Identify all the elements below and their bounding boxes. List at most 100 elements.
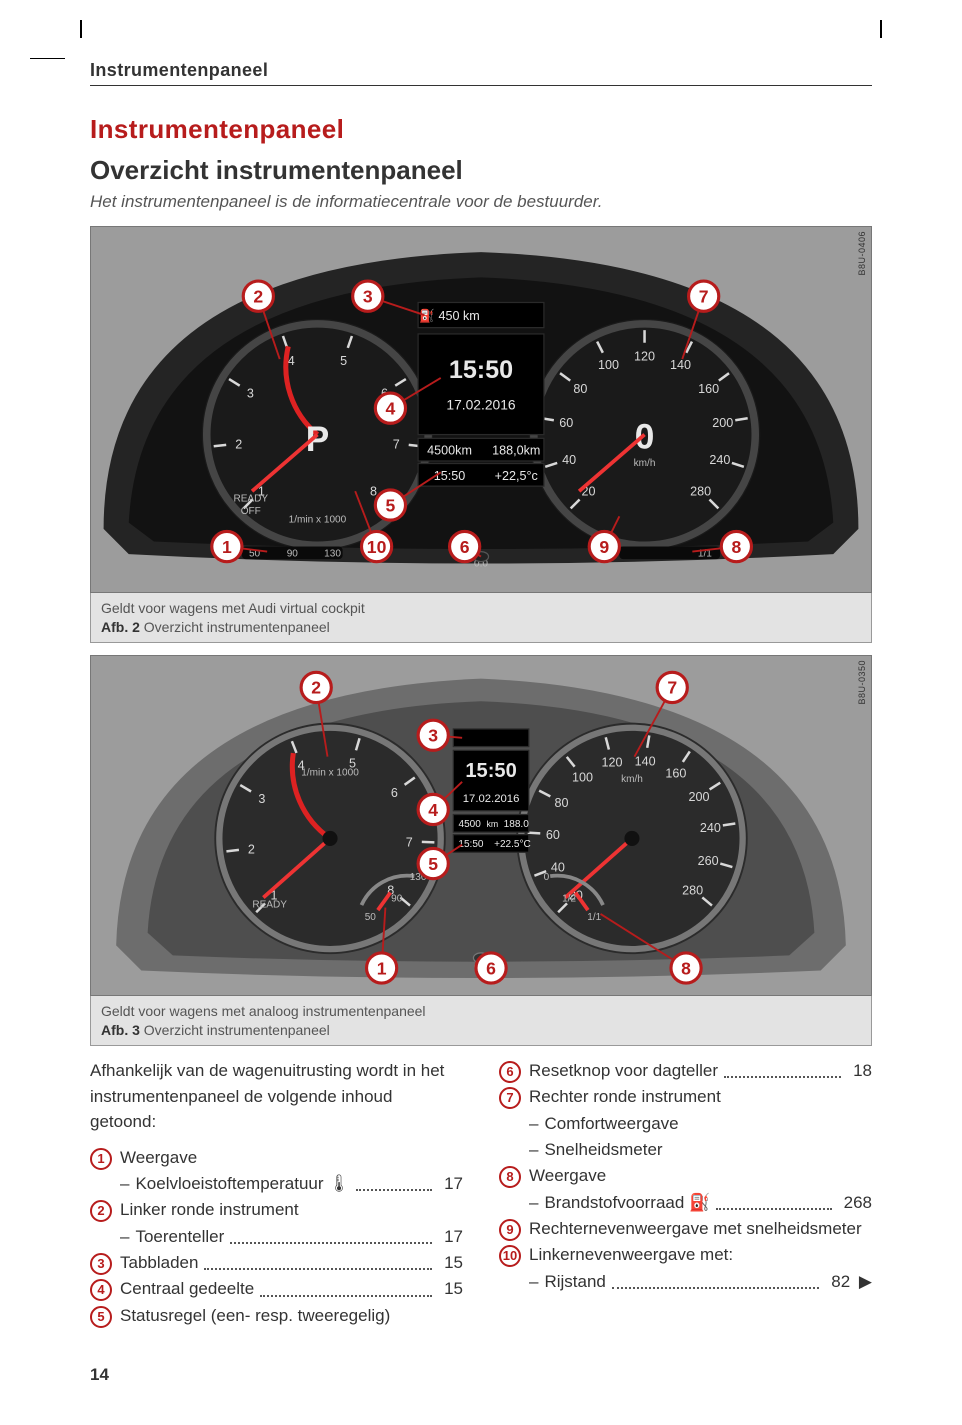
list-item: 7Rechter ronde instrument [499, 1084, 872, 1110]
body-col-left: Afhankelijk van de wagenuitrusting wordt… [90, 1058, 463, 1329]
intro-sentence: Het instrumentenpaneel is de informatiec… [90, 192, 872, 212]
svg-text:188,0km: 188,0km [492, 444, 540, 458]
svg-text:1/min x 1000: 1/min x 1000 [289, 515, 347, 526]
svg-text:280: 280 [690, 485, 711, 499]
list-sub-item: –Snelheidsmeter [529, 1137, 872, 1163]
svg-text:km/h: km/h [621, 773, 643, 784]
svg-text:50: 50 [365, 912, 377, 923]
svg-text:240: 240 [700, 821, 721, 835]
svg-text:17.02.2016: 17.02.2016 [446, 396, 516, 412]
svg-text:140: 140 [635, 754, 656, 768]
figure-1-svg: 12345678 P 1/min x 1000 READY OFF 204060… [91, 227, 871, 592]
callout-9: 9 [499, 1219, 521, 1241]
svg-text:90: 90 [287, 549, 299, 560]
svg-text:5: 5 [428, 853, 438, 873]
svg-text:READY: READY [233, 493, 268, 504]
svg-text:2: 2 [253, 286, 263, 306]
svg-text:8: 8 [370, 485, 377, 499]
svg-text:7: 7 [699, 286, 709, 306]
page-subtitle: Overzicht instrumentenpaneel [90, 155, 872, 186]
svg-text:2: 2 [311, 677, 321, 697]
list-sub-item: –Brandstofvoorraad ⛽268 [529, 1190, 872, 1216]
svg-text:+22.5°C: +22.5°C [494, 839, 531, 850]
running-head: Instrumentenpaneel [90, 60, 872, 86]
list-sub-item: –Koelvloeistoftemperatuur 🌡17 [120, 1171, 463, 1197]
figure-2-label-bold: Afb. 3 [101, 1022, 140, 1038]
svg-text:160: 160 [698, 382, 719, 396]
list-sub-item: –Toerenteller17 [120, 1224, 463, 1250]
list-item: 2Linker ronde instrument [90, 1197, 463, 1223]
svg-text:1/1: 1/1 [587, 912, 601, 923]
svg-text:100: 100 [572, 770, 593, 784]
figure-2: B8U-0350 12345678 1/min x 1000 READY 50 … [90, 655, 872, 997]
svg-text:17.02.2016: 17.02.2016 [463, 793, 520, 805]
svg-text:100: 100 [598, 358, 619, 372]
list-item: 9Rechternevenweergave met snelheidsmeter [499, 1216, 872, 1242]
callout-2: 2 [90, 1200, 112, 1222]
svg-text:7: 7 [393, 437, 400, 451]
body-col-right: 6Resetknop voor dagteller187Rechter rond… [499, 1058, 872, 1329]
figure-2-label-rest: Overzicht instrumentenpaneel [144, 1022, 330, 1038]
svg-text:200: 200 [712, 416, 733, 430]
svg-text:4500: 4500 [458, 819, 481, 830]
svg-text:7: 7 [406, 835, 413, 849]
list-sub-item: –Comfortweergave [529, 1111, 872, 1137]
svg-text:3: 3 [247, 386, 254, 400]
svg-text:km/h: km/h [634, 458, 656, 469]
svg-text:3: 3 [428, 725, 438, 745]
svg-text:km: km [486, 819, 498, 829]
list-item: 4Centraal gedeelte15 [90, 1276, 463, 1302]
svg-text:80: 80 [573, 382, 587, 396]
body-columns: Afhankelijk van de wagenuitrusting wordt… [90, 1058, 872, 1329]
svg-text:+22,5°c: +22,5°c [495, 469, 538, 483]
list-item: 1Weergave [90, 1145, 463, 1171]
svg-text:1: 1 [377, 958, 387, 978]
svg-text:240: 240 [709, 453, 730, 467]
figure-1-label-bold: Afb. 2 [101, 619, 140, 635]
svg-text:8: 8 [731, 537, 741, 557]
callout-4: 4 [90, 1279, 112, 1301]
figure-1: B8U-0406 12345678 P 1/min x 1000 READY O… [90, 226, 872, 593]
figure-2-condition: Geldt voor wagens met analoog instrument… [101, 1002, 861, 1021]
svg-text:6: 6 [460, 537, 470, 557]
svg-text:OFF: OFF [241, 506, 261, 517]
list-item: 3Tabbladen15 [90, 1250, 463, 1276]
svg-text:2: 2 [235, 437, 242, 451]
list-item: 10Linkernevenweergave met: [499, 1242, 872, 1268]
callout-8: 8 [499, 1166, 521, 1188]
svg-text:9: 9 [599, 537, 609, 557]
svg-text:160: 160 [665, 766, 686, 780]
svg-text:3: 3 [258, 792, 265, 806]
figure-1-caption: Geldt voor wagens met Audi virtual cockp… [90, 593, 872, 643]
svg-text:⛽ 450 km: ⛽ 450 km [419, 308, 479, 323]
list-item: 6Resetknop voor dagteller18 [499, 1058, 872, 1084]
svg-text:10: 10 [367, 537, 387, 557]
svg-text:130: 130 [324, 549, 341, 560]
svg-text:15:50: 15:50 [458, 839, 484, 850]
svg-text:188.0: 188.0 [504, 819, 530, 830]
svg-text:4500km: 4500km [427, 444, 472, 458]
svg-text:2: 2 [248, 842, 255, 856]
svg-text:60: 60 [546, 828, 560, 842]
page-number: 14 [90, 1365, 872, 1385]
svg-text:8: 8 [681, 958, 691, 978]
svg-text:140: 140 [670, 358, 691, 372]
svg-text:80: 80 [555, 796, 569, 810]
svg-text:7: 7 [667, 677, 677, 697]
svg-text:0: 0 [544, 872, 550, 883]
svg-text:15:50: 15:50 [449, 356, 513, 384]
svg-text:40: 40 [551, 860, 565, 874]
svg-text:3: 3 [363, 286, 373, 306]
svg-text:200: 200 [688, 790, 709, 804]
figure-1-image-id: B8U-0406 [857, 231, 867, 276]
svg-text:1: 1 [222, 537, 232, 557]
list-item: 5Statusregel (een- resp. tweeregelig) [90, 1303, 463, 1329]
svg-text:260: 260 [698, 854, 719, 868]
body-lead: Afhankelijk van de wagenuitrusting wordt… [90, 1058, 463, 1135]
figure-1-label-rest: Overzicht instrumentenpaneel [144, 619, 330, 635]
svg-text:4: 4 [386, 398, 396, 418]
figure-1-condition: Geldt voor wagens met Audi virtual cockp… [101, 599, 861, 618]
svg-text:60: 60 [559, 416, 573, 430]
callout-7: 7 [499, 1087, 521, 1109]
svg-text:1/min x 1000: 1/min x 1000 [301, 767, 359, 778]
